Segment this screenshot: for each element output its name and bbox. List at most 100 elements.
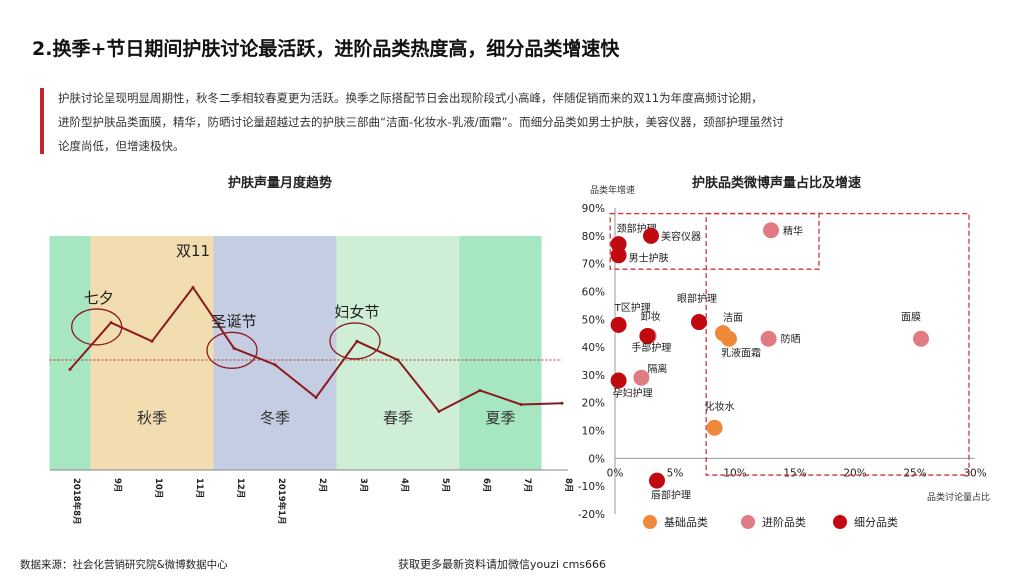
- trend-point: [560, 401, 564, 405]
- scatter-point: [610, 372, 627, 389]
- holiday-label: 圣诞节: [211, 312, 256, 330]
- y-tick-label: 10%: [582, 426, 605, 438]
- x-tick-label: 2019年1月: [276, 478, 287, 525]
- scatter-point: [706, 419, 723, 436]
- trend-point: [273, 363, 277, 367]
- point-label: 化妆水: [705, 400, 735, 413]
- y-axis-label: 品类年增速: [590, 184, 635, 196]
- x-tick-label: 5月: [440, 478, 450, 492]
- line-chart: 秋季 冬季 春季 夏季 2018年8月 9月 10月 11月 12月 2019年1月 2月 3月 4月 5…: [49, 236, 573, 525]
- trend-point: [109, 321, 113, 325]
- scatter-point: [639, 327, 656, 344]
- x-tick-label: 3月: [358, 478, 368, 492]
- scatter-chart-title: 护肤品类微博声量占比及增速: [692, 176, 862, 191]
- x-tick-label: 7月: [522, 478, 532, 492]
- x-tick-label: 8月: [563, 478, 573, 492]
- season-band: [459, 236, 542, 470]
- point-label: 美容仪器: [661, 230, 701, 243]
- contact-note: 获取更多最新资料请加微信youzi cms666: [398, 558, 607, 571]
- point-label: 隔离: [647, 363, 667, 376]
- scatter-point: [643, 227, 659, 244]
- description-accent-bar: [40, 88, 44, 154]
- scatter-point: [633, 369, 650, 386]
- y-tick-label: 60%: [582, 286, 605, 298]
- x-tick-label: 10%: [723, 467, 746, 479]
- x-tick-label: 4月: [399, 478, 409, 492]
- data-source: 数据来源：社会化营销研究院&微博数据中心: [20, 559, 228, 571]
- point-label: 唇部护理: [651, 489, 691, 502]
- trend-point: [68, 367, 72, 371]
- holiday-circle: [329, 322, 381, 360]
- x-tick-label: 15%: [783, 467, 806, 479]
- x-tick-label: 6月: [481, 478, 491, 492]
- trend-point: [396, 358, 400, 362]
- line-chart-title: 护肤声量月度趋势: [228, 176, 333, 191]
- season-band: [90, 236, 214, 470]
- scatter-point: [715, 325, 731, 342]
- holiday-circle: [71, 308, 123, 346]
- scatter-point: [913, 330, 929, 347]
- trend-point: [355, 339, 359, 343]
- season-label: 春季: [383, 409, 413, 427]
- x-tick-label: 10月: [153, 478, 163, 498]
- point-label: 面膜: [901, 312, 921, 324]
- point-label: 洁面: [723, 311, 743, 324]
- holiday-label: 七夕: [84, 289, 114, 307]
- scatter-chart: -20%-10%0%10%20%30%40%50%60%70%80%90%0% 5…: [578, 184, 990, 529]
- point-label: 男士护肤: [629, 251, 669, 264]
- trend-point: [150, 339, 154, 343]
- scatter-point: [691, 314, 707, 331]
- season-label: 秋季: [137, 409, 167, 427]
- description-line: 进阶型护肤品类面膜，精华，防晒讨论量超越过去的护肤三部曲“洁面-化妆水-乳液/面…: [58, 115, 784, 129]
- trend-point: [191, 285, 195, 289]
- point-label: 防晒: [781, 333, 801, 346]
- trend-point: [519, 402, 523, 406]
- x-tick-label: 30%: [963, 467, 986, 479]
- point-label: T区护理: [614, 301, 651, 314]
- y-tick-label: 50%: [582, 314, 605, 326]
- season-band: [336, 236, 460, 470]
- legend-label: 基础品类: [664, 515, 708, 529]
- description-line: 论度尚低，但增速极快。: [58, 139, 185, 153]
- holiday-label: 妇女节: [334, 303, 379, 321]
- description-line: 护肤讨论呈现明显周期性，秋冬二季相较春夏更为活跃。换季之际搭配节日会出现阶段式小…: [58, 91, 763, 105]
- y-tick-label: 90%: [582, 203, 605, 215]
- legend-marker: [833, 515, 847, 529]
- x-tick-label: 12月: [235, 478, 245, 498]
- season-label: 夏季: [485, 409, 515, 427]
- x-tick-label: 2月: [317, 478, 327, 492]
- scatter-point: [760, 330, 777, 347]
- x-axis-label: 品类讨论量占比: [927, 491, 990, 503]
- y-tick-label: 80%: [582, 231, 605, 243]
- trend-point: [437, 410, 441, 413]
- legend-marker: [643, 515, 657, 529]
- scatter-point: [610, 236, 627, 253]
- y-tick-label: 70%: [582, 259, 605, 271]
- x-tick-label: 2018年8月: [71, 478, 82, 525]
- point-label: 眼部护理: [677, 292, 717, 305]
- scatter-point: [610, 247, 627, 264]
- legend-marker: [741, 515, 755, 529]
- y-tick-label: -20%: [578, 509, 605, 521]
- holiday-label: 双11: [176, 242, 210, 260]
- description: 护肤讨论呈现明显周期性，秋冬二季相较春夏更为活跃。换季之际搭配节日会出现阶段式小…: [58, 86, 988, 158]
- x-tick-label: 11月: [194, 478, 204, 498]
- legend-label: 进阶品类: [762, 515, 806, 529]
- trend-point: [314, 395, 318, 399]
- y-tick-label: 0%: [588, 453, 605, 465]
- scatter-point: [649, 472, 665, 489]
- point-label: 卸妆: [641, 310, 661, 323]
- scatter-point: [610, 316, 627, 333]
- high-share-box: [705, 212, 970, 476]
- holiday-circle: [206, 331, 258, 369]
- y-tick-label: 40%: [582, 342, 605, 354]
- point-label: 乳液面霜: [721, 347, 761, 360]
- x-tick-label: 25%: [903, 467, 926, 479]
- point-label: 孕妇护理: [613, 386, 653, 399]
- x-tick-label: 20%: [843, 467, 866, 479]
- point-label: 精华: [783, 224, 803, 237]
- y-tick-label: -10%: [578, 481, 605, 493]
- legend-label: 细分品类: [854, 515, 898, 529]
- point-label: 手部护理: [631, 341, 671, 354]
- trend-point: [478, 388, 482, 392]
